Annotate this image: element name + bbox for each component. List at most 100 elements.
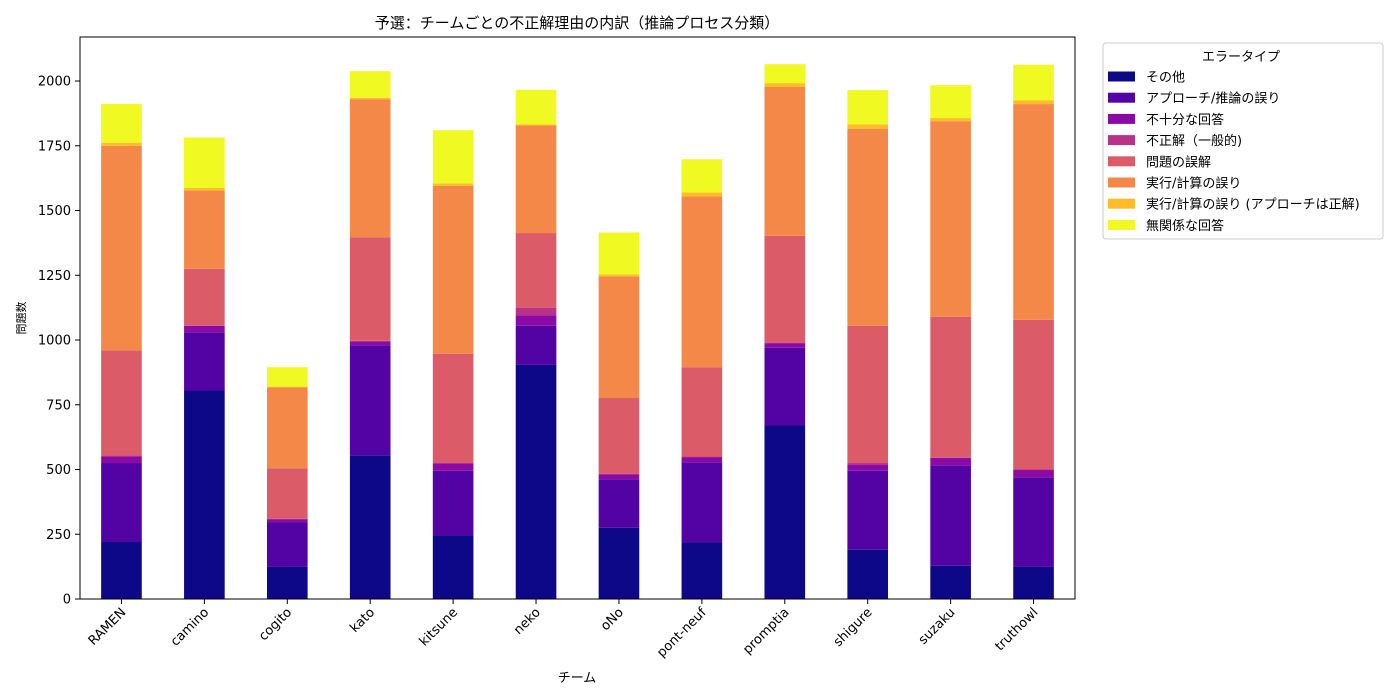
bar-segment: [847, 463, 889, 465]
x-tick-label: kitsune: [417, 605, 461, 649]
y-tick-label: 1500: [38, 204, 71, 219]
bar-segment: [681, 159, 723, 193]
bar-segment: [184, 187, 225, 191]
bar-segment: [184, 325, 225, 326]
legend-label: 不十分な回答: [1146, 112, 1224, 128]
bar-segment: [349, 97, 391, 100]
bar-segment: [266, 367, 308, 387]
x-tick-label: truthowl: [992, 605, 1041, 654]
bar-segment: [266, 468, 308, 519]
bar-segment: [432, 183, 474, 186]
bar-segment: [432, 535, 474, 599]
bar-segment: [598, 232, 640, 275]
bar-segment: [349, 237, 391, 341]
bar-segment: [515, 89, 557, 125]
x-tick-label: RAMEN: [86, 605, 130, 649]
legend-label: 実行/計算の誤り (アプローチは正解): [1146, 197, 1360, 213]
bar-segment: [432, 130, 474, 184]
legend-label: 不正解（一般的): [1146, 133, 1242, 149]
y-tick-label: 2000: [38, 75, 71, 90]
legend-frame: [1102, 42, 1384, 240]
bar-segment: [266, 518, 308, 520]
bar-segment: [930, 118, 971, 122]
bar-segment: [349, 340, 391, 342]
bar-segment: [432, 463, 474, 471]
bar-segment: [349, 99, 391, 238]
y-tick-label: 1750: [38, 139, 71, 154]
y-axis-label: 問題数: [15, 302, 28, 335]
bar-segment: [101, 455, 142, 457]
bar-segment: [515, 307, 557, 316]
x-axis-label: チーム: [558, 671, 597, 686]
y-tick-label: 250: [46, 528, 71, 543]
bar-segment: [847, 128, 889, 326]
bar-segment: [349, 345, 391, 456]
x-tick-label: promptia: [740, 605, 792, 657]
legend-swatch: [1108, 177, 1135, 188]
bar-segment: [598, 398, 640, 474]
bar-segment: [930, 121, 971, 317]
bar-segment: [101, 142, 142, 146]
bar-segment: [930, 457, 971, 458]
bar-segment: [266, 566, 308, 599]
bar-segment: [847, 549, 889, 599]
legend-title: エラータイプ: [1202, 50, 1280, 65]
x-tick-label: pont-neuf: [654, 605, 710, 661]
x-tick-label: oNo: [598, 605, 627, 634]
y-tick-label: 500: [46, 463, 71, 478]
x-tick-label: shigure: [831, 605, 876, 650]
legend-swatch: [1108, 113, 1135, 124]
bar-segment: [101, 456, 142, 464]
bar-segment: [1013, 470, 1054, 478]
bar-segment: [184, 332, 225, 391]
bar-segment: [847, 124, 889, 129]
bars-group: [101, 64, 1054, 599]
bar-segment: [515, 124, 557, 126]
bar-segment: [930, 85, 971, 119]
legend-label: その他: [1146, 71, 1185, 86]
bar-segment: [681, 462, 723, 543]
bar-segment: [184, 390, 225, 599]
legend-swatch: [1108, 71, 1135, 82]
x-tick-label: cogito: [256, 605, 295, 644]
bar-segment: [349, 341, 391, 346]
bar-segment: [101, 103, 142, 143]
bar-segment: [515, 233, 557, 308]
bar-segment: [101, 145, 142, 351]
bar-segment: [184, 137, 225, 188]
bar-segment: [681, 367, 723, 457]
legend-swatch: [1108, 156, 1135, 167]
bar-segment: [1013, 469, 1054, 471]
bar-segment: [764, 342, 806, 344]
bar-segment: [764, 235, 806, 343]
y-tick-label: 1250: [38, 269, 71, 284]
bar-segment: [847, 464, 889, 471]
bar-segment: [266, 519, 308, 523]
bar-segment: [764, 425, 806, 599]
bar-segment: [432, 463, 474, 464]
bar-segment: [930, 316, 971, 458]
bar-segment: [1013, 100, 1054, 105]
bar-segment: [764, 64, 806, 84]
bar-segment: [764, 347, 806, 426]
bar-segment: [598, 474, 640, 480]
bar-segment: [515, 364, 557, 599]
bar-segment: [1013, 64, 1054, 101]
y-tick-label: 1000: [38, 334, 71, 349]
bar-segment: [598, 479, 640, 528]
bar-segment: [515, 315, 557, 326]
bar-segment: [101, 542, 142, 599]
bar-segment: [764, 86, 806, 236]
bar-segment: [598, 473, 640, 475]
legend-swatch: [1108, 219, 1135, 230]
bar-segment: [930, 457, 971, 466]
bar-segment: [681, 196, 723, 368]
legend-swatch: [1108, 198, 1135, 209]
bar-segment: [184, 325, 225, 333]
bar-segment: [681, 456, 723, 458]
y-tick-label: 0: [63, 593, 71, 608]
plot-frame: [79, 36, 1076, 600]
bar-segment: [1013, 566, 1054, 599]
